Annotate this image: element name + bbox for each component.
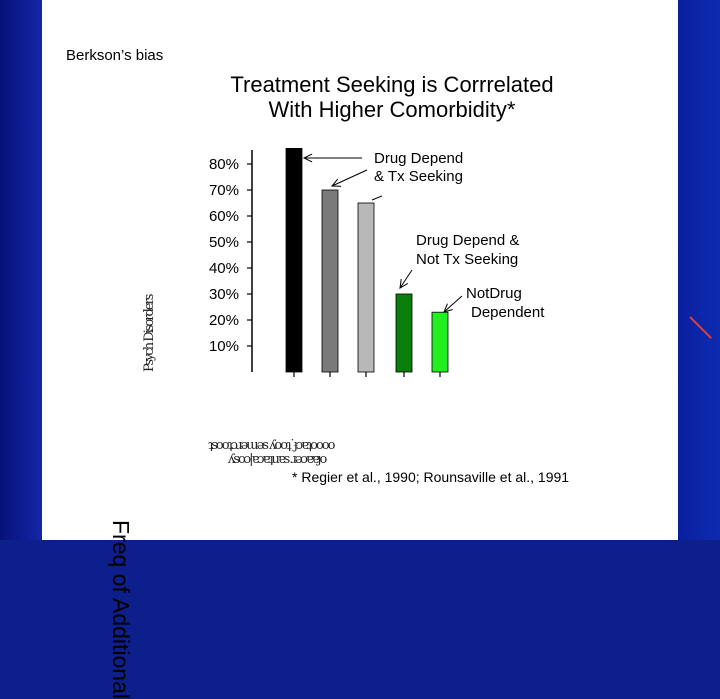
decorative-red-line — [689, 316, 712, 339]
annotation-3-line1: NotDrug — [466, 285, 522, 302]
annotation-2-line1: Drug Depend & — [416, 232, 519, 249]
arrow-to-bar-2-head — [330, 178, 342, 187]
bar-5 — [431, 311, 449, 373]
y-tick-label-70: 70% — [209, 182, 239, 199]
arrow-to-bar-2 — [331, 169, 368, 187]
chart-title: Treatment Seeking is Corrrelated With Hi… — [192, 72, 592, 122]
arrow-to-bar-4 — [399, 269, 413, 289]
bar-1 — [285, 147, 303, 373]
y-tick-label-60: 60% — [209, 208, 239, 225]
annotation-dash — [371, 195, 383, 201]
arrow-to-bar-1-head — [302, 153, 313, 163]
arrow-to-bar-5 — [443, 295, 463, 313]
y-tick-label-30: 30% — [209, 286, 239, 303]
garbled-vertical-text: Psych Disorders — [142, 295, 157, 372]
annotation-1-line2: & Tx Seeking — [374, 168, 463, 185]
corner-label: Berkson’s bias — [66, 47, 164, 64]
garbled-horizontal-text-1: ʇsooʇɔɹǝɯǝs ʎooʇ˙ɟɔɐʇoooo — [208, 438, 335, 453]
bar-2 — [321, 189, 339, 373]
y-tick-label-10: 10% — [209, 338, 239, 355]
annotation-1-line1: Drug Depend — [374, 150, 463, 167]
y-tick-label-40: 40% — [209, 260, 239, 277]
y-axis-label: Freq of Additional — [108, 520, 134, 699]
y-tick-label-80: 80% — [209, 156, 239, 173]
citation: * Regier et al., 1990; Rounsaville et al… — [292, 469, 570, 485]
slide-canvas: Berkson’s bias Treatment Seeking is Corr… — [42, 0, 678, 699]
annotation-3-line2: Dependent — [471, 304, 545, 321]
bar-chart: 10% 20% 30% 40% 50% 60% 70% 80% Drug Depend& Tx … — [209, 147, 545, 377]
arrow-to-bar-4-head — [399, 279, 409, 289]
annotation-2-line2: Not Tx Seeking — [416, 251, 518, 268]
left-background-strip — [0, 0, 42, 540]
y-tick-label-20: 20% — [209, 312, 239, 329]
bar-3 — [357, 202, 375, 373]
arrow-to-bar-5-head — [443, 303, 453, 313]
y-tick-label-50: 50% — [209, 234, 239, 251]
right-background-strip — [678, 0, 720, 540]
bar-4 — [395, 293, 413, 373]
chart-title-line1: Treatment Seeking is Corrrelated — [230, 72, 554, 97]
chart-title-line2: With Higher Comorbidity* — [268, 97, 516, 122]
garbled-horizontal-text-2: ʎsoɔ|ɐɔɐʇuɐs ɹǝɔɐɐɟo — [228, 452, 327, 467]
